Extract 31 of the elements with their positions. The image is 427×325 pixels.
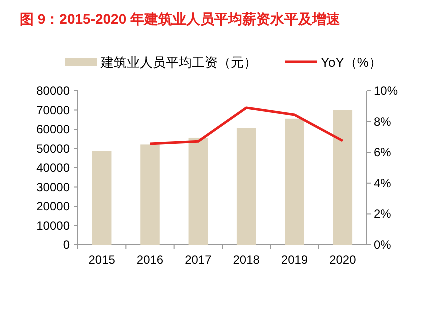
- x-tick-label: 2016: [136, 253, 164, 267]
- bar: [188, 138, 208, 245]
- bar: [140, 144, 160, 245]
- y-tick-label: 30000: [36, 180, 70, 194]
- y-tick-label: 50000: [36, 142, 70, 156]
- y2-tick-label: 0%: [374, 238, 392, 252]
- x-tick-label: 2015: [88, 253, 116, 267]
- y-tick-label: 70000: [36, 103, 70, 118]
- x-tick-label: 2019: [281, 253, 308, 267]
- x-tick-label: 2018: [233, 253, 260, 267]
- bar: [236, 128, 256, 245]
- y2-tick-label: 6%: [374, 146, 392, 160]
- legend-label: 建筑业人员平均工资（元）: [100, 55, 257, 70]
- y2-tick-label: 10%: [374, 84, 398, 98]
- y2-tick-label: 2%: [374, 207, 392, 222]
- bar: [285, 118, 304, 245]
- title: 图 9：2015-2020 年建筑业人员平均薪资水平及增速: [20, 11, 341, 27]
- y-tick-label: 60000: [36, 122, 70, 136]
- y-tick-label: 20000: [36, 200, 70, 214]
- y2-tick-label: 4%: [374, 176, 392, 190]
- bar: [92, 151, 112, 245]
- x-tick-label: 2020: [330, 253, 357, 267]
- y2-tick-label: 8%: [374, 114, 392, 129]
- y-tick-label: 40000: [36, 161, 70, 175]
- legend-label: YoY（%）: [321, 55, 382, 70]
- line-series: [149, 106, 344, 146]
- bar: [333, 110, 353, 245]
- y-tick-label: 80000: [36, 84, 70, 98]
- y-tick-label: 0: [63, 238, 70, 252]
- x-tick-label: 2017: [185, 253, 212, 267]
- y-tick-label: 10000: [36, 218, 70, 233]
